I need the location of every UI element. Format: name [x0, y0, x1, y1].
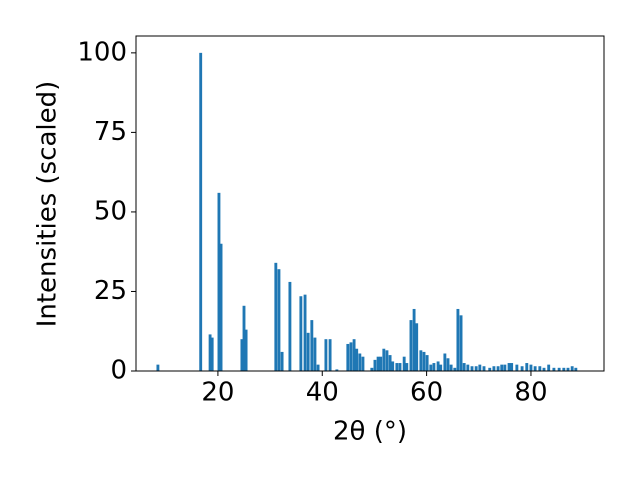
bar [219, 243, 223, 371]
bar [355, 348, 359, 371]
y-tick-label: 100 [77, 37, 127, 67]
bar [525, 363, 529, 371]
bar [449, 364, 453, 371]
bar [415, 323, 419, 371]
bar [503, 364, 507, 371]
bar [310, 320, 314, 371]
y-tick-label: 25 [94, 276, 127, 306]
bar [306, 332, 310, 371]
bar [566, 367, 570, 371]
x-tick-label: 40 [306, 378, 339, 408]
bar [570, 366, 574, 371]
y-tick-label: 75 [94, 117, 127, 147]
x-tick-label: 80 [514, 378, 547, 408]
bar [459, 315, 463, 371]
bar [547, 364, 551, 371]
bar [313, 337, 317, 371]
bar [507, 363, 511, 371]
bar [432, 363, 436, 371]
bar [515, 364, 519, 371]
bar [412, 308, 416, 371]
bar [376, 356, 380, 371]
bar [346, 343, 350, 371]
bar [382, 348, 386, 371]
y-tick-label: 0 [110, 356, 127, 386]
bar [436, 361, 440, 371]
bar [538, 366, 542, 371]
bar [409, 320, 413, 371]
bar [462, 363, 466, 371]
bar [562, 367, 566, 371]
bar [402, 356, 406, 371]
bar [552, 367, 556, 371]
bar [391, 361, 395, 371]
bar [419, 350, 423, 371]
bar [210, 337, 214, 371]
x-axis-label: 2θ (°) [333, 417, 407, 447]
bar [358, 353, 362, 371]
bar [557, 367, 561, 371]
x-tick-label: 20 [201, 378, 234, 408]
bar [217, 192, 221, 371]
bar [277, 269, 281, 371]
bar [482, 366, 486, 371]
bar [405, 363, 409, 371]
bar [373, 359, 377, 371]
bar [496, 366, 500, 371]
bar [446, 358, 450, 371]
bar [240, 339, 244, 371]
bar [429, 364, 433, 371]
bar [422, 351, 426, 371]
bar [303, 294, 307, 371]
bar [470, 366, 474, 371]
bar [349, 342, 353, 371]
bar [385, 350, 389, 371]
bar [533, 366, 537, 371]
bar [574, 367, 578, 371]
bar [361, 356, 365, 371]
bar [242, 305, 246, 371]
bar [156, 364, 160, 371]
x-tick-label: 60 [410, 378, 443, 408]
bar [466, 364, 470, 371]
plot-frame [135, 35, 605, 372]
bar [388, 355, 392, 371]
bar [299, 296, 303, 371]
bar [456, 308, 460, 371]
bar [208, 334, 212, 371]
bar [244, 329, 248, 371]
bar [529, 364, 533, 371]
bar [510, 363, 514, 371]
bar [492, 366, 496, 371]
bar [453, 367, 457, 371]
bar [335, 369, 339, 371]
bar [474, 366, 478, 371]
bar [316, 364, 320, 371]
bar [274, 262, 278, 371]
bar [488, 367, 492, 371]
bar [379, 356, 383, 371]
bar [398, 363, 402, 371]
bar [328, 339, 332, 371]
bar [500, 364, 504, 371]
bar [542, 367, 546, 371]
bar [425, 355, 429, 371]
y-tick-label: 50 [94, 196, 127, 226]
bar [478, 364, 482, 371]
bar [439, 364, 443, 371]
bar [280, 351, 284, 371]
bar [443, 353, 447, 371]
bar [395, 363, 399, 371]
bar [199, 52, 203, 371]
bar [288, 281, 292, 371]
bar [352, 339, 356, 371]
bar [324, 339, 328, 371]
bar [370, 367, 374, 371]
bar [520, 366, 524, 371]
y-axis-label: Intensities (scaled) [33, 81, 63, 328]
